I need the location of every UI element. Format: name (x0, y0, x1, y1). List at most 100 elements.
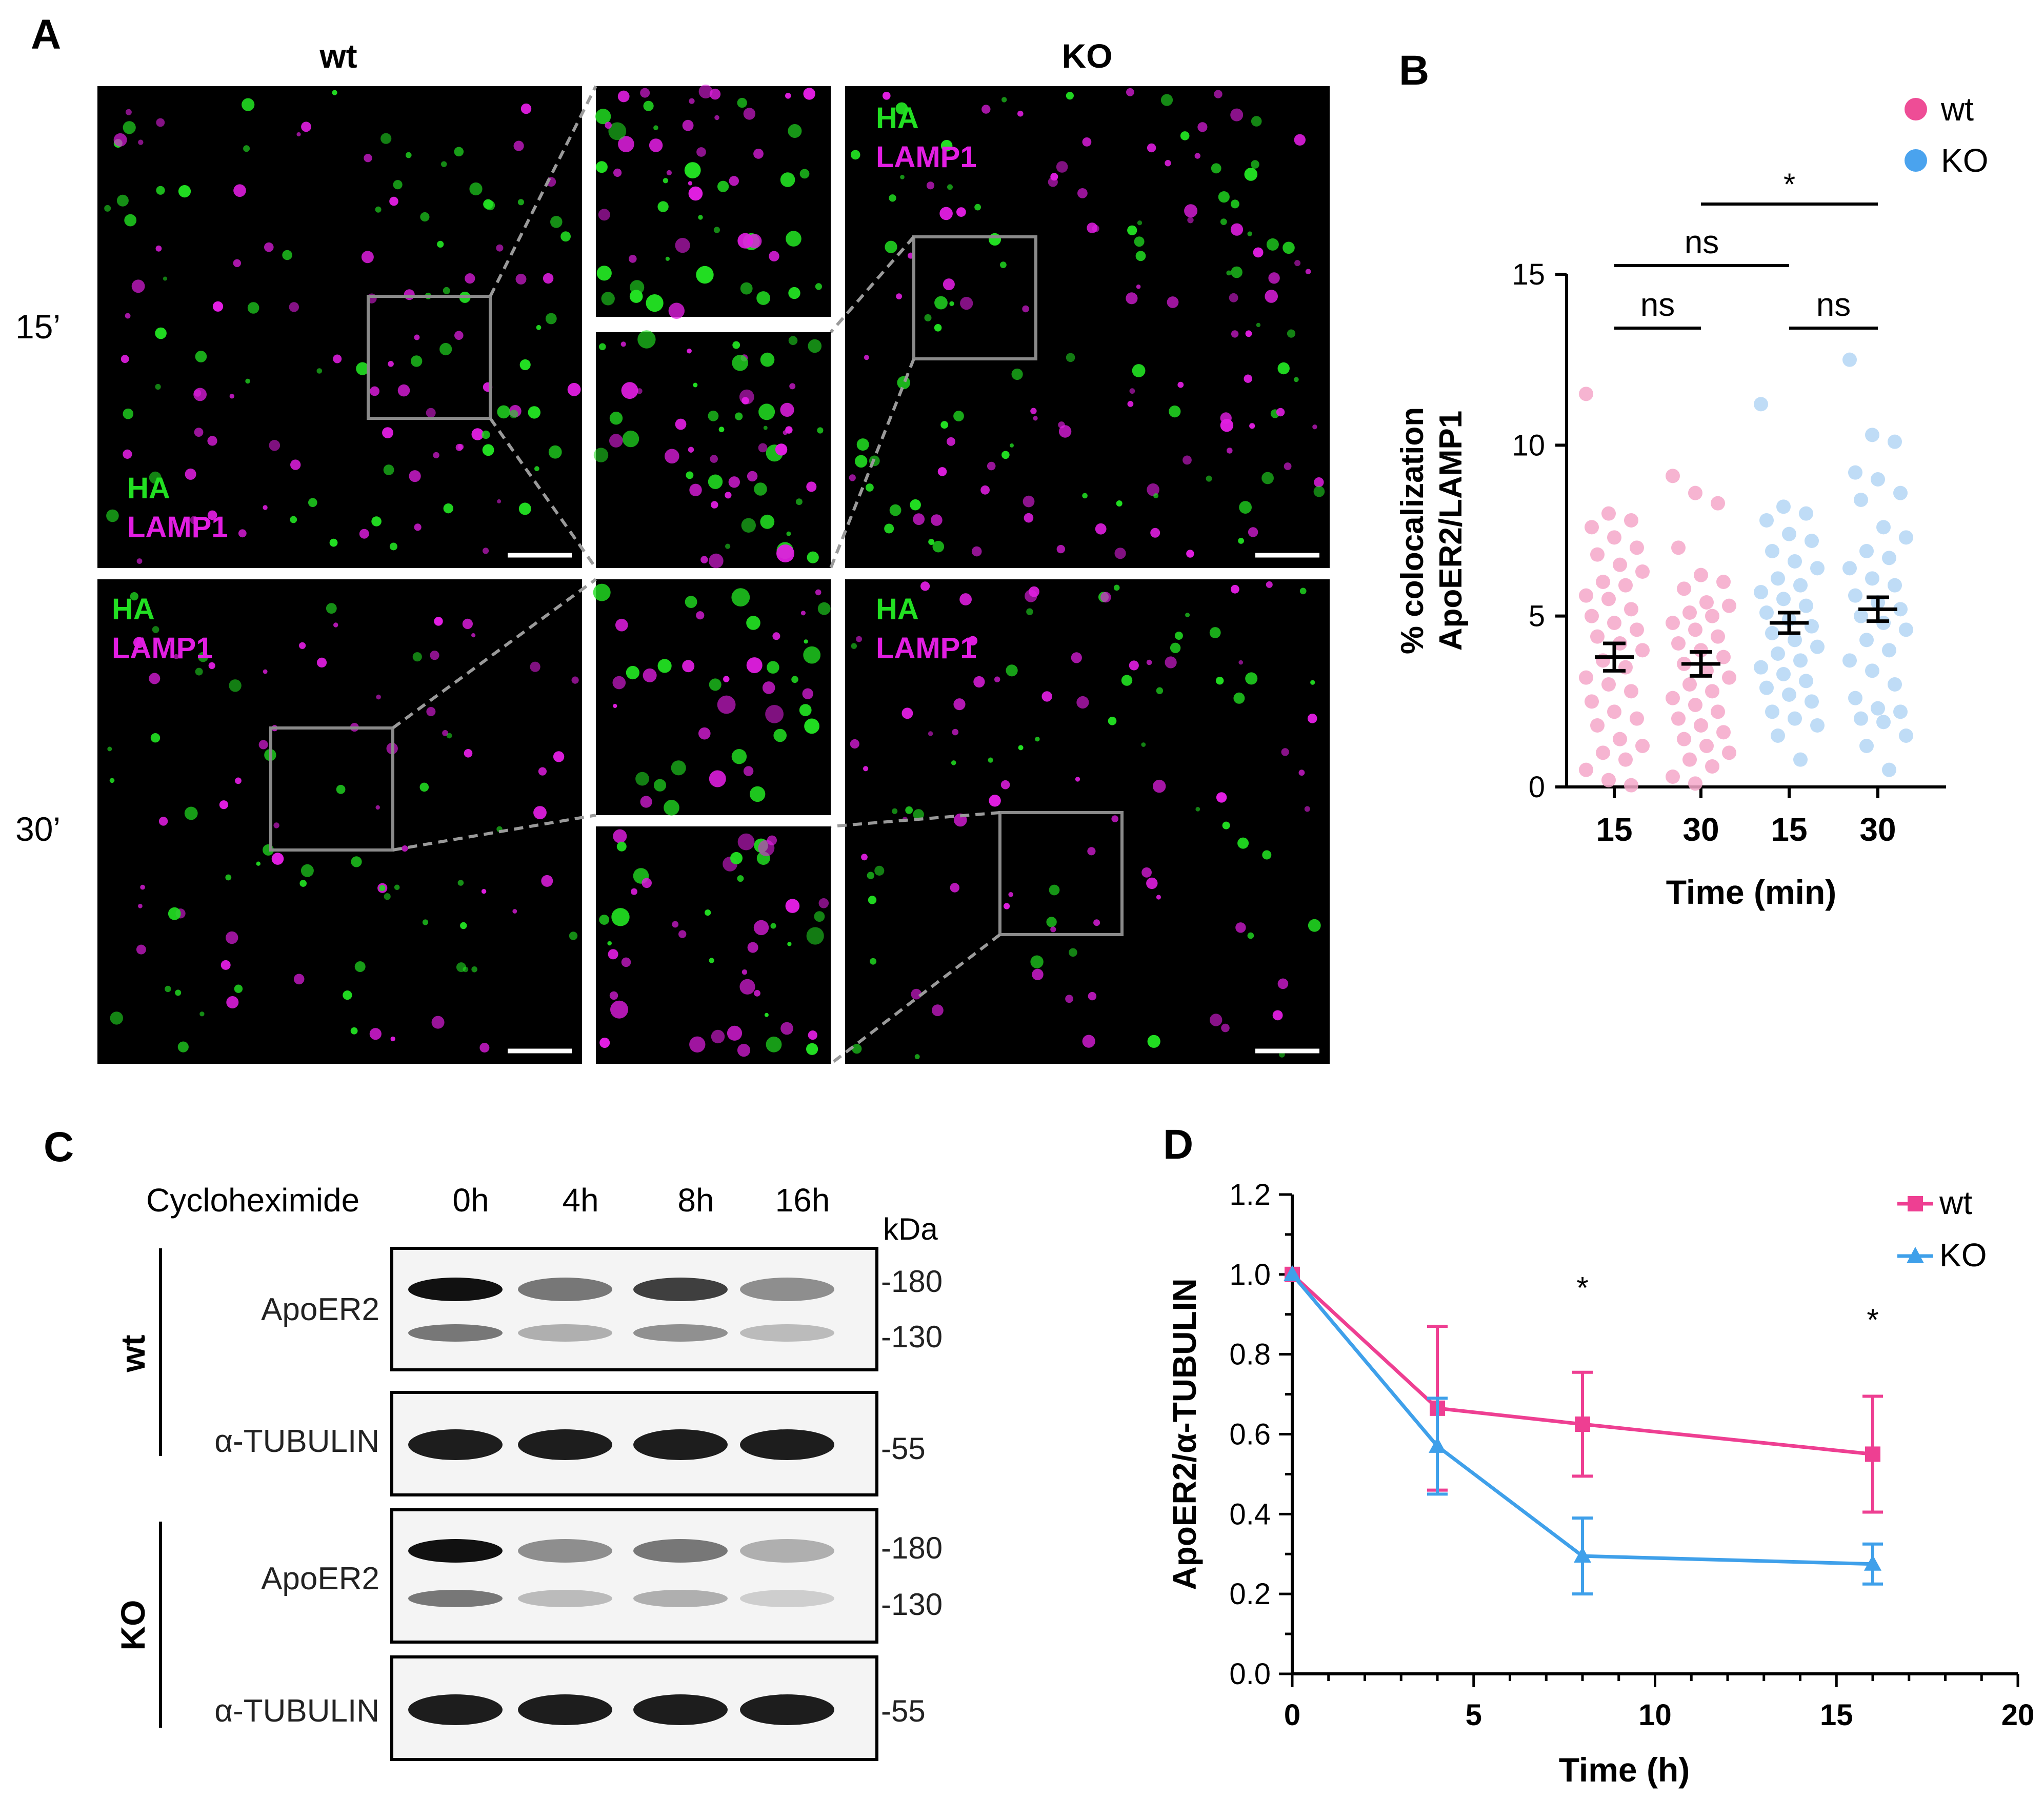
punctum (1266, 238, 1279, 251)
punctum (889, 504, 901, 516)
punctum (226, 996, 239, 1008)
punctum (245, 378, 250, 384)
punctum (375, 805, 380, 810)
punctum (515, 273, 527, 285)
data-point (1788, 554, 1802, 569)
punctum (788, 287, 800, 299)
punctum (780, 1022, 793, 1035)
punctum (769, 251, 779, 261)
punctum (1310, 680, 1315, 685)
data-point (1624, 602, 1638, 617)
marker-180: -180 (881, 1531, 943, 1565)
blot-band (633, 1429, 728, 1460)
y-tick-label: 0 (1529, 771, 1545, 804)
data-point (1579, 670, 1593, 685)
punctum (326, 603, 337, 614)
data-point (1613, 557, 1627, 572)
punctum (1135, 251, 1146, 261)
punctum (950, 883, 960, 893)
punctum (235, 777, 242, 784)
punctum (247, 302, 259, 314)
punctum (1121, 675, 1133, 686)
punctum (911, 988, 922, 1000)
punctum (621, 957, 631, 967)
punctum (482, 430, 490, 439)
punctum (479, 1043, 490, 1053)
punctum (717, 180, 729, 192)
fluorescence-puncta (104, 85, 1325, 1060)
punctum (1011, 368, 1023, 380)
punctum (1265, 290, 1278, 303)
punctum (533, 806, 547, 819)
punctum (818, 898, 829, 908)
data-point (1671, 540, 1686, 555)
punctum (605, 122, 612, 129)
significance-label: * (1784, 167, 1795, 201)
punctum (361, 251, 374, 264)
punctum (1313, 486, 1325, 497)
punctum (599, 1038, 610, 1048)
x-tick-label: 10 (1638, 1698, 1672, 1732)
data-point (1618, 752, 1633, 767)
y-tick-label: 1.2 (1229, 1178, 1271, 1211)
punctum (1305, 269, 1311, 274)
data-point (1865, 428, 1879, 442)
data-point (1882, 643, 1896, 658)
punctum (333, 622, 338, 628)
punctum (1127, 225, 1137, 235)
punctum (155, 383, 161, 390)
punctum (1069, 948, 1077, 957)
punctum (168, 907, 181, 920)
punctum (988, 233, 1001, 246)
punctum (175, 989, 182, 996)
punctum (698, 85, 713, 98)
punctum (607, 941, 612, 946)
row-label-15min: 15’ (15, 308, 61, 346)
punctum (138, 139, 144, 145)
y-tick-label: 0.0 (1229, 1657, 1271, 1691)
punctum (799, 704, 812, 716)
punctum (688, 186, 703, 201)
data-point (1776, 499, 1791, 514)
punctum (1058, 421, 1065, 429)
micrograph-wt-15 (97, 86, 582, 568)
punctum (1056, 161, 1068, 173)
data-point (1671, 636, 1686, 651)
punctum (447, 733, 452, 739)
punctum (376, 694, 381, 700)
punctum (434, 617, 443, 626)
punctum (864, 355, 869, 360)
legend-marker (1905, 149, 1927, 172)
punctum (729, 176, 739, 186)
legend-label: wt (1940, 91, 1974, 128)
punctum (653, 779, 667, 792)
x-tick-label: 0 (1284, 1698, 1300, 1732)
punctum (370, 386, 379, 396)
punctum (406, 152, 412, 158)
punctum (742, 397, 749, 404)
data-point (1888, 677, 1902, 692)
data-point (1688, 485, 1702, 500)
punctum (545, 313, 557, 325)
punctum (517, 199, 525, 206)
punctum (905, 806, 913, 814)
data-point (1771, 729, 1785, 743)
punctum (1220, 218, 1227, 225)
punctum (569, 932, 578, 940)
punctum (156, 186, 165, 195)
roi-box-ko-15 (912, 235, 1037, 360)
punctum (664, 800, 679, 816)
data-point (1596, 745, 1610, 760)
punctum (1299, 588, 1307, 595)
punctum (225, 874, 232, 881)
blot-band (740, 1429, 834, 1460)
zoom-line (489, 85, 597, 297)
punctum (1298, 770, 1305, 776)
zoom-line (392, 578, 597, 730)
punctum (710, 455, 718, 463)
punctum (1216, 792, 1227, 803)
data-point (1899, 530, 1913, 545)
punctum (934, 296, 948, 310)
punctum (668, 302, 685, 319)
punctum (1262, 850, 1272, 860)
